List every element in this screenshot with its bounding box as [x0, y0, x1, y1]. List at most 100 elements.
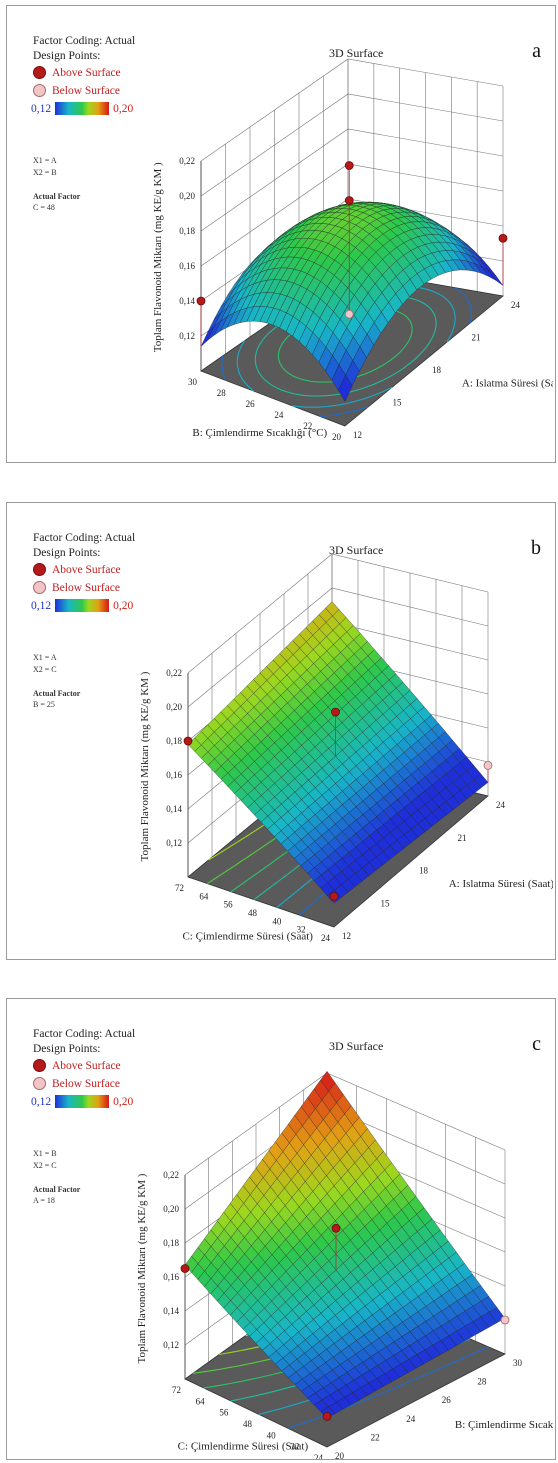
legend-above-row: Above Surface — [33, 66, 121, 79]
x-tick-label: 24 — [511, 300, 521, 310]
above-surface-marker-icon — [33, 66, 46, 79]
above-surface-point — [498, 233, 508, 243]
y-tick-label: 30 — [188, 377, 198, 387]
response-surface — [187, 601, 489, 904]
x-axis-label: B: Çimlendirme Sıcaklığı (°C — [455, 1419, 553, 1431]
y-tick-label: 32 — [290, 1442, 299, 1452]
above-surface-point — [196, 296, 206, 306]
y-tick-label: 72 — [172, 1385, 181, 1395]
legend-below-row: Below Surface — [33, 1077, 120, 1090]
z-axis-label: Toplam Flavonoid Miktarı (mg KE/g KM ) — [136, 1173, 148, 1363]
y-tick-label: 64 — [196, 1396, 206, 1406]
x-axis: 20 22 24 26 28 30 B: Çimlendirme Sıcaklığı (°C — [335, 1358, 553, 1459]
factor-coding-label: Factor Coding: Actual — [33, 1028, 136, 1040]
above-surface-point — [180, 1264, 190, 1273]
above-surface-point — [322, 1411, 332, 1421]
chart-title: 3D Surface — [329, 543, 384, 557]
color-scale-gradient — [55, 1095, 110, 1108]
y-axis: 20 22 24 26 28 30 B: Çimlendirme Sıcaklığı (°C… — [188, 377, 342, 442]
y-tick-label: 26 — [246, 399, 256, 409]
above-surface-point — [344, 161, 354, 170]
legend-above-label: Above Surface — [52, 66, 121, 79]
z-tick-label: 0,14 — [166, 804, 182, 814]
color-scale-max: 0,20 — [113, 1095, 134, 1108]
x-tick-label: 24 — [406, 1414, 416, 1424]
panel-letter: c — [532, 1033, 541, 1055]
z-tick-label: 0,12 — [179, 331, 195, 341]
y-tick-label: 40 — [272, 916, 282, 926]
above-surface-point — [331, 707, 340, 717]
z-tick-label: 0,22 — [166, 668, 182, 678]
y-axis: 24 32 40 48 56 64 72 C: Çimlendirme Süresi (Saa… — [172, 1385, 324, 1459]
chart-title: 3D Surface — [329, 1039, 384, 1053]
z-tick-label: 0,12 — [166, 838, 182, 848]
below-surface-marker-icon — [33, 84, 46, 97]
y-tick-label: 72 — [175, 883, 184, 893]
x-axis-label: A: Islatma Süresi (Saat) — [449, 878, 553, 890]
x-tick-label: 18 — [432, 365, 442, 375]
y-tick-label: 40 — [267, 1430, 277, 1440]
y-tick-label: 22 — [303, 421, 312, 431]
x-tick-label: 24 — [496, 800, 506, 810]
x1-label: X1 = A — [33, 156, 57, 165]
y-tick-label: 24 — [314, 1453, 324, 1459]
z-tick-label: 0,12 — [163, 1340, 179, 1350]
color-scale-min: 0,12 — [31, 599, 52, 612]
x1-label: X1 = B — [33, 1149, 57, 1158]
color-scale-max: 0,20 — [113, 599, 134, 612]
y-tick-label: 20 — [332, 432, 342, 442]
z-tick-label: 0,14 — [163, 1306, 179, 1316]
chart-panel-c: Factor Coding: Actual Design Points: Above… — [6, 998, 556, 1460]
y-axis-label: C: Çimlendirme Süresi (Saat) — [178, 1441, 309, 1453]
x-tick-label: 28 — [477, 1377, 487, 1387]
x-axis: 12 15 18 21 24 A: Islatma Süresi (Saat) — [353, 300, 553, 440]
x-tick-label: 15 — [381, 898, 391, 908]
z-tick-label: 0,16 — [166, 770, 182, 780]
x-tick-label: 22 — [371, 1432, 380, 1442]
x2-label: X2 = C — [33, 665, 57, 674]
factor-coding-label: Factor Coding: Actual — [33, 532, 136, 544]
x-tick-label: 21 — [458, 833, 467, 843]
design-points — [196, 161, 508, 347]
z-tick-label: 0,16 — [163, 1272, 179, 1282]
below-surface-marker-icon — [33, 581, 46, 594]
surface-plot: 0,12 0,14 0,16 0,18 0,20 0,22 Toplam Flavonoid… — [136, 1071, 553, 1459]
color-scale: 0,12 0,20 — [31, 102, 133, 115]
above-surface-point — [344, 196, 354, 205]
response-surface — [200, 201, 504, 402]
z-axis-label: Toplam Flavonoid Miktarı (mg KE/g KM ) — [152, 162, 164, 352]
y-axis-label: C: Çimlendirme Süresi (Saat) — [182, 931, 313, 943]
y-tick-label: 28 — [217, 388, 227, 398]
legend-below-label: Below Surface — [52, 581, 121, 594]
design-points-label: Design Points: — [33, 547, 101, 559]
y-tick-label: 48 — [243, 1419, 253, 1429]
design-points-label: Design Points: — [33, 1043, 101, 1055]
legend-below-row: Below Surface — [33, 84, 120, 97]
design-points — [183, 707, 493, 904]
y-tick-label: 56 — [219, 1408, 229, 1418]
chart-title: 3D Surface — [329, 46, 384, 60]
y-axis: 24 32 40 48 56 64 72 C: Çimlendirme Süresi (Saa… — [175, 883, 331, 943]
x-tick-label: 26 — [442, 1395, 452, 1405]
chart-panel-b: Factor Coding: Actual Design Points: Above… — [6, 502, 556, 960]
color-scale: 0,12 0,20 — [31, 1095, 133, 1108]
y-tick-label: 64 — [199, 891, 209, 901]
z-tick-label: 0,18 — [166, 736, 182, 746]
above-surface-marker-icon — [33, 563, 46, 576]
y-tick-label: 24 — [274, 410, 284, 420]
z-tick-label: 0,18 — [163, 1238, 179, 1248]
design-points-label: Design Points: — [33, 50, 101, 62]
x2-label: X2 = C — [33, 1161, 57, 1170]
x-axis: 12 15 18 21 24 A: Islatma Süresi (Saat) — [342, 800, 553, 941]
z-tick-label: 0,20 — [163, 1204, 179, 1214]
z-tick-label: 0,22 — [163, 1170, 179, 1180]
factor-coding-label: Factor Coding: Actual — [33, 35, 136, 47]
actual-factor-value: B = 25 — [33, 700, 55, 709]
z-tick-label: 0,20 — [179, 191, 195, 201]
actual-factor-value: A = 18 — [33, 1196, 55, 1205]
below-surface-point — [483, 760, 493, 770]
y-axis-label: B: Çimlendirme Sıcaklığı (°C) — [192, 427, 327, 439]
actual-factor-label: Actual Factor — [33, 1185, 81, 1194]
y-tick-label: 48 — [248, 908, 258, 918]
color-scale: 0,12 0,20 — [31, 599, 133, 612]
